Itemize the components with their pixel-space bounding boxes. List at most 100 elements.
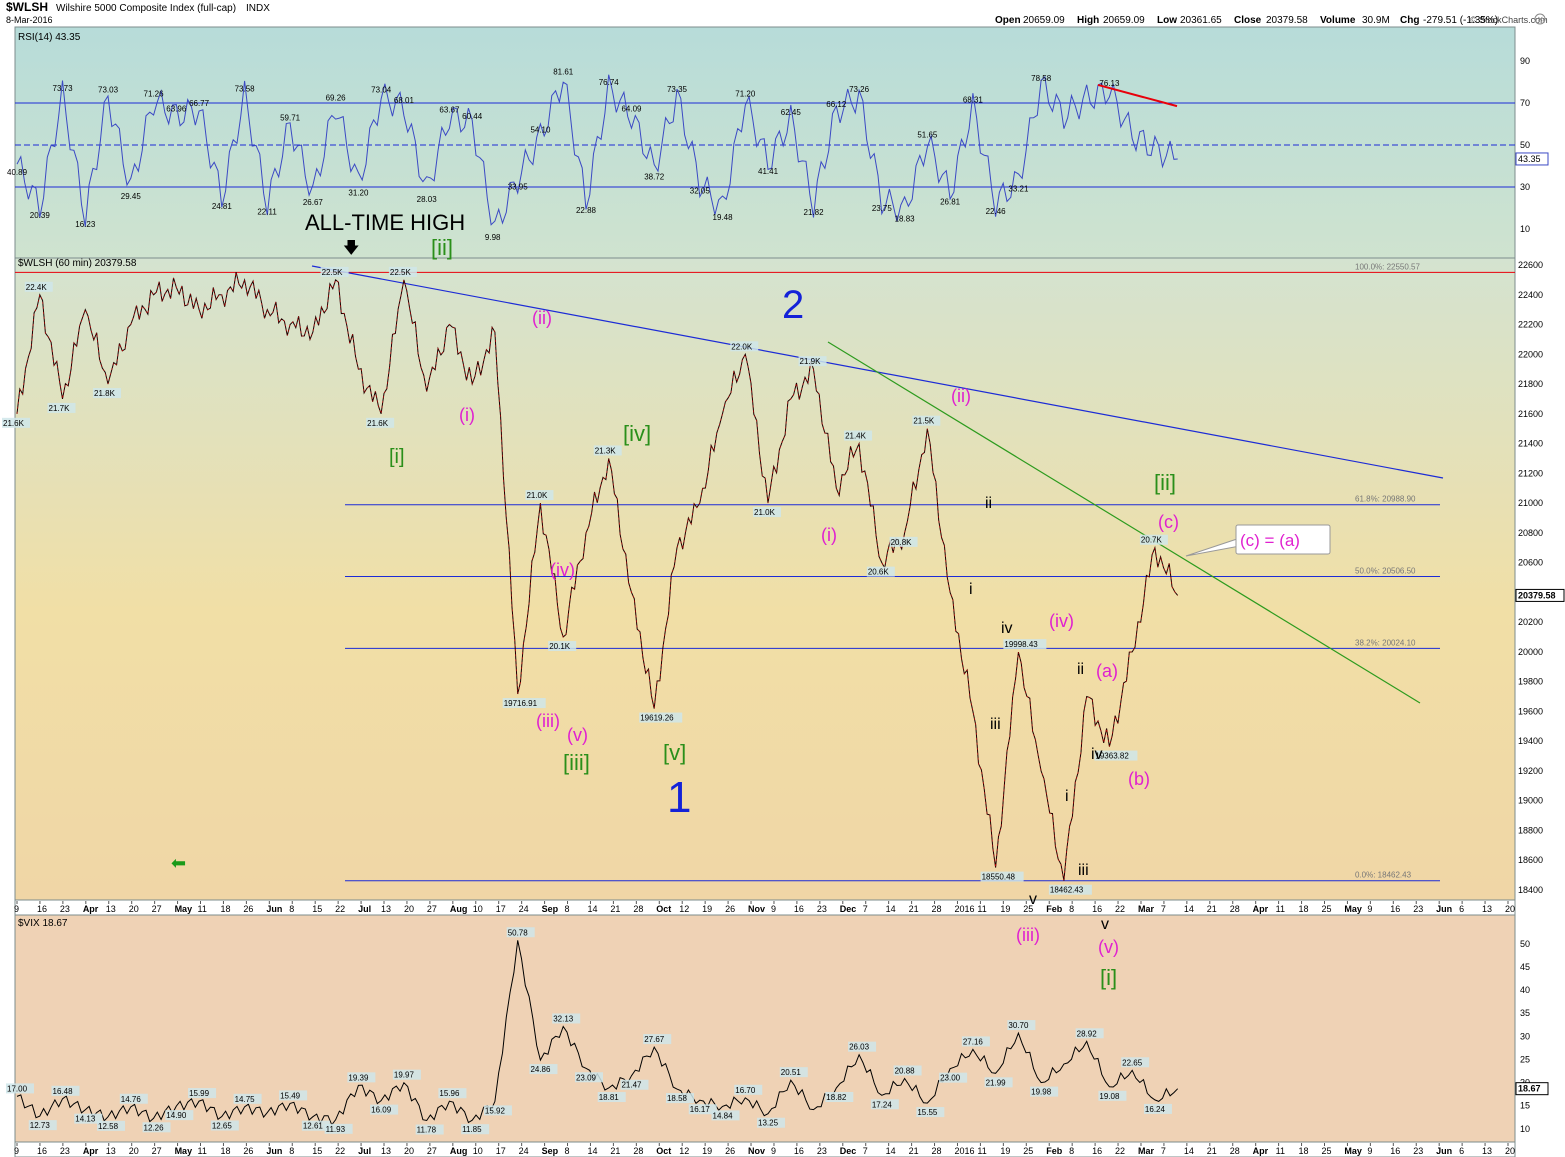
low-label: Low [1157,15,1177,26]
rsi-divergence-line [1097,83,1178,108]
x-tick-label: 24 [519,904,529,914]
x-tick-label: 23 [60,1146,70,1156]
x-tick-label: 18 [1299,904,1309,914]
x-tick-label: 7 [1161,904,1166,914]
volume-value: 30.9M [1362,15,1390,26]
fib-level-label: 38.2%: 20024.10 [1355,638,1416,647]
vix-value-label: 12.73 [30,1121,51,1130]
vix-label-bg [893,1065,922,1076]
x-tick-label: 13 [381,904,391,914]
vix-value-label: 18.82 [826,1093,847,1102]
vix-value-label: 15.49 [280,1091,301,1100]
rsi-value-label: 26.81 [940,198,961,207]
vix-label-bg [233,1093,262,1104]
vix-value-label: 14.76 [121,1095,142,1104]
rsi-value-label: 18.83 [895,214,916,223]
rsi-value-label: 22.88 [576,206,597,215]
vix-value-label: 16.48 [53,1087,74,1096]
x-tick-label: 12 [679,904,689,914]
wave-label-black: iii [990,716,1001,733]
rsi-value-label: 78.58 [1031,74,1052,83]
vix-tick-label: 35 [1520,1008,1530,1018]
vix-label-bg [916,1107,945,1118]
vix-label-bg [939,1072,968,1083]
x-tick-label: Mar [1138,904,1155,914]
callout-text: (c) = (a) [1240,531,1300,550]
rsi-value-label: 38.72 [644,173,665,182]
price-current-value: 20379.58 [1518,590,1556,600]
x-tick-label: 8 [565,904,570,914]
price-tick-label: 18400 [1518,885,1543,895]
x-tick-label: 10 [473,1146,483,1156]
price-label-bg [366,417,395,428]
x-tick-label: 15 [312,1146,322,1156]
x-tick-label: Dec [840,1146,857,1156]
chg-value: -279.51 (-1.35%) [1423,15,1498,26]
price-tick-label: 21800 [1518,379,1543,389]
x-tick-label: 16 [1092,904,1102,914]
rsi-value-label: 22.11 [257,208,277,217]
vix-label-bg [665,1093,694,1104]
rsi-value-label: 68.31 [963,96,984,105]
rsi-value-label: 26.67 [303,198,324,207]
wave-label-magenta: (v) [1098,937,1119,957]
close-icon[interactable]: ✕ [1534,13,1546,25]
symbol: $WLSH [6,0,48,14]
price-title: $WLSH (60 min) 20379.58 [18,258,137,269]
x-tick-label: 8 [1069,904,1074,914]
x-tick-label: 20 [404,1146,414,1156]
wave-label-green: [ii] [1154,470,1176,495]
vix-value-label: 16.24 [1145,1105,1166,1114]
rsi-value-label: 33.95 [508,183,529,192]
vix-label-bg [6,1083,34,1094]
x-tick-label: 23 [817,904,827,914]
vix-label-bg [415,1124,444,1135]
vix-label-bg [825,1091,854,1102]
green-trend-line [827,341,1421,704]
x-tick-label: 26 [243,904,253,914]
rsi-value-label: 24.81 [212,202,233,211]
vix-label-bg [529,1064,558,1075]
x-tick-label: 9 [14,904,19,914]
vix-label-bg [461,1124,490,1135]
vix-value-label: 14.13 [75,1115,96,1124]
x-tick-label: 16 [794,1146,804,1156]
vix-label-bg [757,1117,786,1128]
rsi-value-label: 71.26 [144,89,165,98]
x-tick-label: 14 [1184,904,1194,914]
price-label-bg [93,388,122,399]
vix-value-label: 15.99 [189,1089,210,1098]
rsi-value-label: 81.61 [553,68,574,77]
rsi-title: RSI(14) 43.35 [18,32,81,43]
x-tick-label: 18 [1299,1146,1309,1156]
x-tick-label: 9 [14,1146,19,1156]
x-tick-label: 6 [1459,904,1464,914]
x-tick-label: Feb [1046,904,1063,914]
wave-label-blue: 2 [782,283,804,327]
x-tick-label: 13 [1482,1146,1492,1156]
rsi-series-line [16,74,1178,227]
x-tick-label: 19 [702,904,712,914]
price-label-bg [47,402,76,413]
price-tick-label: 22000 [1518,349,1543,359]
price-label-bg [889,536,918,547]
price-value-label: 21.7K [49,404,71,413]
x-tick-label: Apr [1253,904,1269,914]
x-tick-label: 18 [220,1146,230,1156]
price-value-label: 22.4K [26,283,48,292]
vix-label-bg [279,1090,308,1101]
vix-label-bg [97,1120,126,1131]
price-value-label: 21.5K [913,417,935,426]
rsi-value-label: 54.10 [530,125,551,134]
x-tick-label: 16 [37,904,47,914]
vix-value-label: 14.90 [166,1111,187,1120]
price-label-bg [1003,639,1047,650]
x-tick-label: 11 [1276,1146,1285,1156]
x-tick-label: 9 [1367,1146,1372,1156]
x-tick-label: 25 [1321,1146,1331,1156]
x-tick-label: 23 [817,1146,827,1156]
x-tick-label: 14 [587,1146,597,1156]
price-label-bg [866,566,895,577]
wave-label-magenta: (iv) [1049,611,1074,631]
